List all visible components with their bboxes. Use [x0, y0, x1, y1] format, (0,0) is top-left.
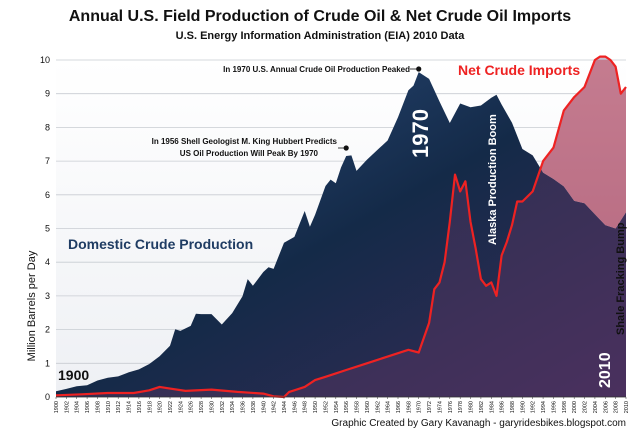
x-tick-label: 1950	[313, 401, 319, 413]
x-tick-label: 1912	[116, 401, 122, 413]
x-tick-label: 2006	[603, 401, 609, 413]
x-tick-label: 1924	[178, 401, 184, 413]
annotation-1970-dot	[416, 66, 422, 72]
label-1900: 1900	[58, 367, 89, 383]
x-tick-label: 1926	[189, 401, 195, 413]
x-tick-label: 1952	[324, 401, 330, 413]
y-tick-label: 3	[45, 291, 50, 301]
x-tick-label: 1940	[261, 401, 267, 413]
x-tick-label: 1948	[303, 401, 309, 413]
x-tick-label: 1942	[272, 401, 278, 413]
x-tick-label: 1910	[106, 401, 112, 413]
x-tick-label: 1986	[500, 401, 506, 413]
production-area	[56, 72, 626, 397]
y-tick-label: 10	[40, 55, 50, 65]
x-tick-label: 1932	[220, 401, 226, 413]
x-tick-label: 1968	[406, 401, 412, 413]
x-tick-label: 1914	[127, 401, 133, 413]
x-tick-label: 1954	[334, 401, 340, 413]
x-tick-label: 1984	[489, 401, 495, 413]
x-tick-label: 2008	[614, 401, 620, 413]
y-tick-label: 4	[45, 257, 50, 267]
x-tick-label: 1970	[417, 401, 423, 413]
x-tick-label: 1922	[168, 401, 174, 413]
x-tick-label: 1944	[282, 401, 288, 413]
x-tick-label: 2002	[583, 401, 589, 413]
x-tick-label: 1996	[552, 401, 558, 413]
y-tick-label: 1	[45, 358, 50, 368]
x-tick-label: 1994	[541, 401, 547, 413]
label-net-imports: Net Crude Imports	[458, 62, 580, 78]
x-tick-label: 1992	[531, 401, 537, 413]
x-tick-label: 1976	[448, 401, 454, 413]
y-tick-label: 8	[45, 122, 50, 132]
chart-subtitle: U.S. Energy Information Administration (…	[175, 30, 465, 42]
x-tick-label: 1962	[375, 401, 381, 413]
imports-line	[55, 55, 627, 399]
x-tick-label: 1974	[438, 401, 444, 413]
label-shale-bump: Shale Fracking Bump	[615, 222, 627, 335]
x-tick-label: 1990	[520, 401, 526, 413]
y-tick-label: 2	[45, 325, 50, 335]
axis-layer: 0 1 2 3 4 5 6 7 8 9 10 1900 1902 1904 1906 1908 1910 1912…	[40, 55, 630, 413]
credit-text: Graphic Created by Gary Kavanagh - garyr…	[331, 418, 626, 429]
y-tick-label: 6	[45, 190, 50, 200]
x-tick-label: 1956	[344, 401, 350, 413]
x-tick-label: 1918	[147, 401, 153, 413]
annotation-hubbert-line1: In 1956 Shell Geologist M. King Hubbert …	[152, 137, 338, 146]
label-domestic-production: Domestic Crude Production	[68, 236, 253, 252]
y-tick-label: 0	[45, 392, 50, 402]
x-tick-label: 1964	[386, 401, 392, 413]
x-tick-label: 1906	[85, 401, 91, 413]
x-tick-label: 1958	[355, 401, 361, 413]
x-tick-label: 1936	[241, 401, 247, 413]
x-tick-label: 1920	[158, 401, 164, 413]
x-tick-label: 1900	[54, 401, 60, 413]
x-tick-label: 2004	[593, 401, 599, 413]
label-alaska-boom: Alaska Production Boom	[487, 114, 499, 245]
y-tick-label: 9	[45, 89, 50, 99]
x-tick-label: 1934	[230, 401, 236, 413]
imports-under-tint	[56, 56, 626, 397]
x-tick-label: 1980	[469, 401, 475, 413]
x-tick-label: 1978	[458, 401, 464, 413]
x-tick-label: 1938	[251, 401, 257, 413]
x-tick-label: 1930	[210, 401, 216, 413]
x-tick-label: 1916	[137, 401, 143, 413]
x-tick-label: 1998	[562, 401, 568, 413]
annotation-hubbert-line2: US Oil Production Will Peak By 1970	[180, 149, 319, 158]
x-tick-label: 1972	[427, 401, 433, 413]
chart-title: Annual U.S. Field Production of Crude Oi…	[68, 8, 572, 25]
annotation-hubbert-dot	[343, 145, 349, 151]
label-2010: 2010	[597, 352, 614, 388]
area-layer	[55, 55, 627, 399]
x-tick-label: 1908	[96, 401, 102, 413]
x-tick-label: 1904	[75, 401, 81, 413]
label-1970: 1970	[408, 109, 433, 158]
y-tick-label: 7	[45, 156, 50, 166]
x-tick-label: 1982	[479, 401, 485, 413]
x-tick-label: 1946	[292, 401, 298, 413]
x-tick-label: 1928	[199, 401, 205, 413]
y-tick-label: 5	[45, 224, 50, 234]
x-tick-label: 2000	[572, 401, 578, 413]
x-tick-label: 1960	[365, 401, 371, 413]
x-tick-label: 1902	[64, 401, 70, 413]
x-tick-label: 1966	[396, 401, 402, 413]
annotation-1970-peak: In 1970 U.S. Annual Crude Oil Production…	[223, 65, 410, 74]
annotation-layer: In 1970 U.S. Annual Crude Oil Production…	[58, 62, 627, 388]
x-tick-label: 1988	[510, 401, 516, 413]
x-tick-label: 2010	[624, 401, 630, 413]
